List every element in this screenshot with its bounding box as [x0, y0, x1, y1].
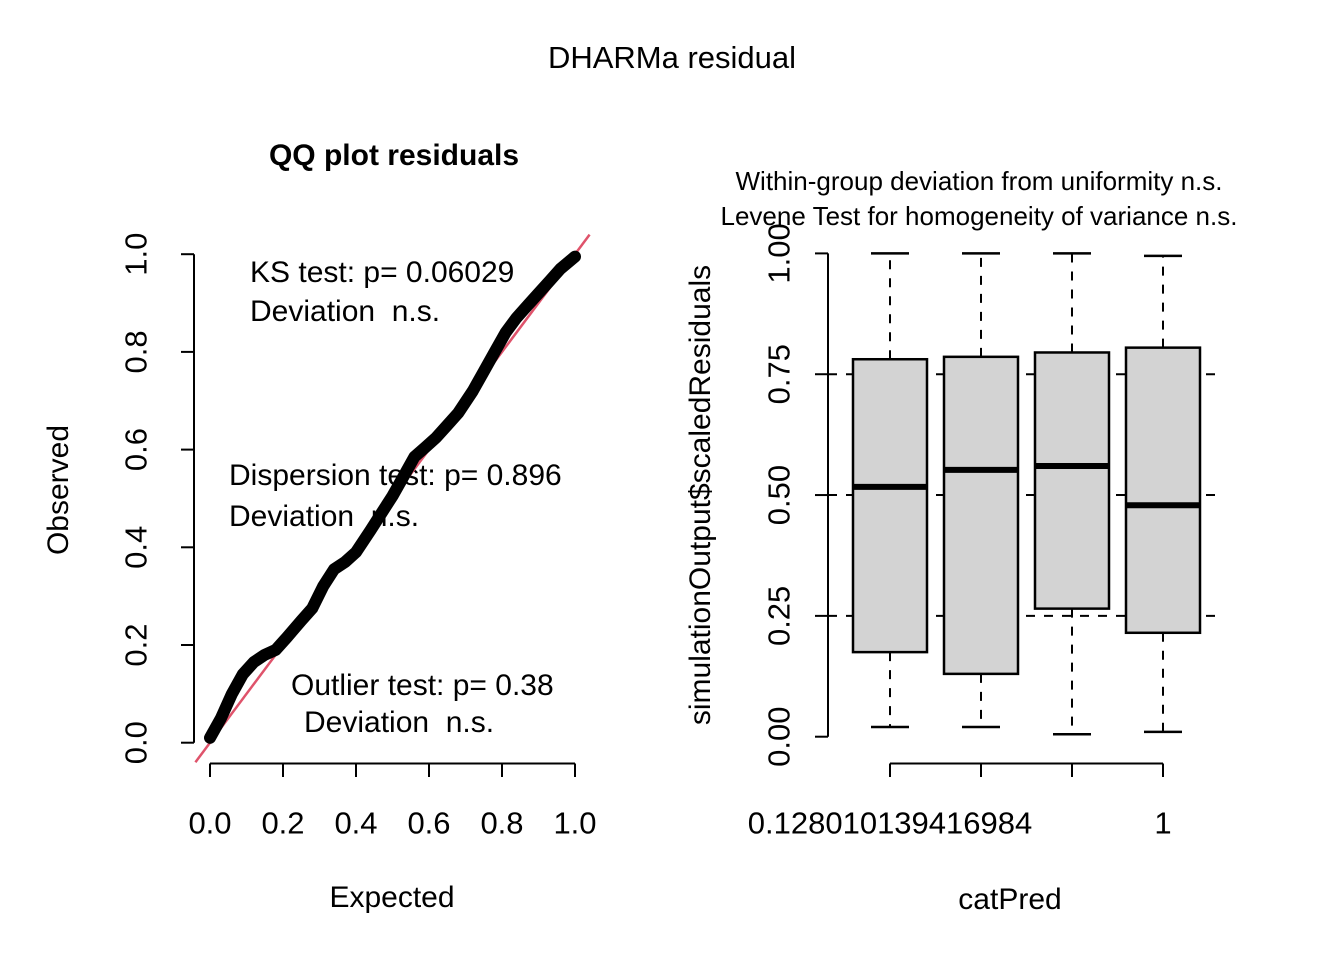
boxplot-y-tick-label: 0.25: [762, 586, 797, 646]
boxplot-y-tick-label: 0.50: [762, 465, 797, 525]
qq-y-tick-label: 0.8: [119, 330, 154, 373]
iqr-box: [942, 355, 1020, 676]
outlier-test-deviation: Deviation n.s.: [304, 706, 495, 739]
boxplot-x-tick-label: 1: [1154, 806, 1171, 841]
boxplot-y-tick-label: 0.75: [762, 344, 797, 404]
boxplot-box-1: [851, 252, 929, 729]
boxplot-xaxis-title: catPred: [958, 883, 1062, 916]
qq-y-tick-label: 0.0: [119, 721, 154, 764]
boxplot-box-2: [942, 252, 1020, 729]
qq-x-tick-label: 0.6: [407, 806, 450, 841]
boxplot-x-tick-label: 0.128010139416984: [748, 806, 1032, 841]
qq-plot-title: QQ plot residuals: [268, 139, 520, 172]
boxplot-title-line2: Levene Test for homogeneity of variance …: [720, 201, 1238, 231]
qq-y-tick-label: 0.4: [119, 526, 154, 569]
iqr-box: [1033, 351, 1111, 610]
outlier-test-annotation: Outlier test: p= 0.38: [291, 669, 554, 702]
dispersion-test-annotation: Dispersion test: p= 0.896: [229, 459, 562, 492]
boxplot-box-3: [1033, 252, 1111, 736]
qq-x-tick-label: 0.4: [334, 806, 377, 841]
qq-x-tick-label: 0.8: [480, 806, 523, 841]
ks-test-annotation: KS test: p= 0.06029: [250, 256, 515, 289]
main-title: DHARMa residual: [547, 40, 797, 75]
boxplot-title-line1: Within-group deviation from uniformity n…: [735, 166, 1223, 196]
qq-x-tick-label: 0.2: [261, 806, 304, 841]
qq-scatter-band: [204, 250, 581, 744]
iqr-box: [1124, 346, 1202, 635]
boxplot-y-tick-label: 0.00: [762, 707, 797, 767]
qq-x-tick-label: 1.0: [553, 806, 596, 841]
iqr-box: [851, 357, 929, 654]
qq-y-tick-label: 0.6: [119, 428, 154, 471]
boxplot-y-tick-label: 1.00: [762, 223, 797, 283]
qq-x-tick-label: 0.0: [188, 806, 231, 841]
qq-plot-panel: 0.0 0.2 0.4 0.6 0.8 1.0 0.0 0.2 0.4 0.6 0.8 1.0: [119, 233, 597, 841]
boxplot-panel: 0.00 0.25 0.50 0.75 1.00 0.128010139416984 1: [748, 223, 1223, 841]
qq-xaxis-title: Expected: [329, 881, 455, 914]
qq-y-tick-label: 1.0: [119, 233, 154, 276]
ks-test-deviation: Deviation n.s.: [250, 295, 441, 328]
boxplot-box-4: [1124, 254, 1202, 734]
qq-y-tick-label: 0.2: [119, 623, 154, 666]
